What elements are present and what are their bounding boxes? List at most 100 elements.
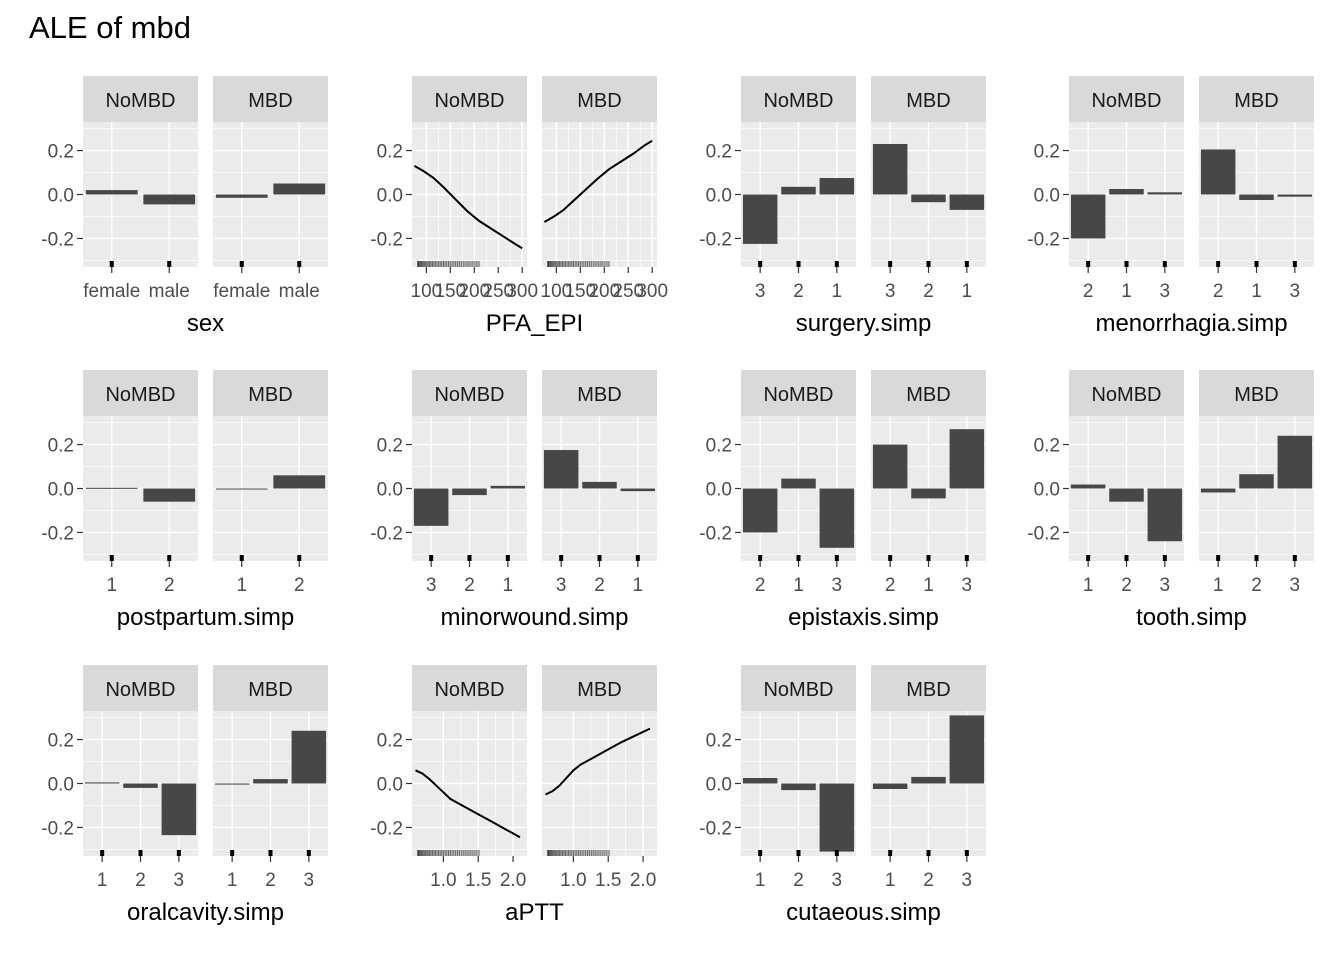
y-tick-label: 0.0 xyxy=(706,775,732,796)
facet-strip-label: MBD xyxy=(577,90,621,112)
bar-nombd-2 xyxy=(781,186,816,195)
bar-mbd-1 xyxy=(215,488,268,490)
facet-strip xyxy=(871,76,986,122)
subplot-epistaxis-simp: -0.2 0.0 0.2 NoMBD 2 1 3 MBD 2 1 3 epistaxis.simp xyxy=(699,370,986,631)
facet-strip-label: NoMBD xyxy=(1091,384,1161,406)
facet-strip-label: NoMBD xyxy=(763,384,833,406)
y-tick-label: 0.2 xyxy=(1034,436,1060,457)
bar-nombd-3 xyxy=(1147,192,1183,195)
facet-strip xyxy=(83,665,198,711)
y-tick-label: 0.2 xyxy=(706,142,732,163)
bar-mbd-2 xyxy=(872,444,908,489)
x-tick-label: 250 xyxy=(612,281,644,302)
bar-nombd-1 xyxy=(490,485,526,489)
facet-strip xyxy=(542,665,657,711)
facet-strip xyxy=(213,76,328,122)
x-axis-title: aPTT xyxy=(505,899,564,926)
x-tick-label: 1 xyxy=(832,281,843,302)
x-axis-title: cutaeous.simp xyxy=(786,899,941,926)
y-tick-label: 0.2 xyxy=(48,436,74,457)
bar-mbd-1 xyxy=(1239,194,1274,200)
facet-strip-label: MBD xyxy=(906,679,950,701)
y-tick-label: -0.2 xyxy=(699,818,732,839)
subplot-pfa-epi: -0.20.00.2NoMBD100150200250300MBD1001502… xyxy=(370,76,668,337)
y-tick-label: 0.2 xyxy=(48,731,74,752)
x-axis-title: sex xyxy=(187,310,224,337)
bar-mbd-1 xyxy=(214,783,250,785)
facet-strip xyxy=(412,665,527,711)
subplot-oralcavity-simp: -0.2 0.0 0.2 NoMBD 1 2 3 MBD 1 2 3 oralcavity.simp xyxy=(41,665,328,926)
x-tick-label: 3 xyxy=(962,870,973,891)
y-tick-label: 0.2 xyxy=(706,436,732,457)
facet-strip-label: MBD xyxy=(1234,384,1278,406)
x-tick-label: 300 xyxy=(506,281,538,302)
x-tick-label: 150 xyxy=(564,281,596,302)
plot-grid: -0.2 0.0 0.2 NoMBD female male MBD female male se… xyxy=(41,76,1314,926)
bar-mbd-2 xyxy=(911,194,946,203)
x-tick-label: 200 xyxy=(588,281,620,302)
bar-mbd-3 xyxy=(949,429,985,489)
y-tick-label: 0.2 xyxy=(377,436,403,457)
bar-nombd-1 xyxy=(1109,189,1144,195)
figure-title: ALE of mbd xyxy=(29,10,191,45)
y-tick-label: 0.0 xyxy=(706,186,732,207)
x-axis-title: minorwound.simp xyxy=(440,604,628,631)
bar-nombd-3 xyxy=(1147,488,1183,542)
y-tick-label: 0.0 xyxy=(377,186,403,207)
x-tick-label: 3 xyxy=(832,575,843,596)
bar-mbd-3 xyxy=(1277,194,1313,197)
facet-strip-label: MBD xyxy=(248,679,292,701)
bar-nombd-2 xyxy=(1070,194,1106,239)
x-axis-title: postpartum.simp xyxy=(117,604,294,631)
subplot-surgery-simp: -0.2 0.0 0.2 NoMBD 3 2 1 MBD 3 2 1 surgery.simp xyxy=(699,76,986,337)
bar-nombd-2 xyxy=(143,488,196,502)
bar-mbd-2 xyxy=(582,481,617,489)
x-tick-label: 200 xyxy=(458,281,490,302)
x-tick-label: 2.0 xyxy=(500,870,526,891)
x-tick-label: 1 xyxy=(106,575,117,596)
bar-nombd-3 xyxy=(161,783,197,836)
x-tick-label: 3 xyxy=(755,281,766,302)
x-tick-label: 3 xyxy=(1160,575,1171,596)
y-tick-label: 0.2 xyxy=(377,142,403,163)
y-tick-label: 0.0 xyxy=(1034,186,1060,207)
y-tick-label: 0.2 xyxy=(377,731,403,752)
subplot-sex: -0.2 0.0 0.2 NoMBD female male MBD female male se… xyxy=(41,76,328,337)
bar-nombd-3 xyxy=(819,488,855,548)
x-tick-label: 2 xyxy=(885,575,896,596)
x-tick-label: 1 xyxy=(227,870,238,891)
bar-mbd-3 xyxy=(949,715,985,784)
x-tick-label: 3 xyxy=(1290,281,1301,302)
facet-strip-label: NoMBD xyxy=(1091,90,1161,112)
x-tick-label: 3 xyxy=(304,870,315,891)
facet-strip xyxy=(741,665,856,711)
facet-strip xyxy=(1199,76,1314,122)
y-tick-label: -0.2 xyxy=(370,818,403,839)
x-tick-label: 2 xyxy=(793,870,804,891)
x-tick-label: 2 xyxy=(294,575,305,596)
x-tick-label: 1.0 xyxy=(560,870,586,891)
x-tick-label: 1.0 xyxy=(430,870,456,891)
y-tick-label: 0.2 xyxy=(48,142,74,163)
y-tick-label: 0.2 xyxy=(706,731,732,752)
facet-strip-label: MBD xyxy=(248,90,292,112)
facet-strip xyxy=(213,370,328,416)
facet-strip-label: NoMBD xyxy=(105,90,175,112)
bar-nombd-1 xyxy=(819,178,855,195)
y-tick-label: 0.2 xyxy=(1034,142,1060,163)
x-tick-label: female xyxy=(83,281,140,302)
ale-line-mbd xyxy=(545,727,651,796)
x-axis-title: tooth.simp xyxy=(1136,604,1247,631)
facet-strip xyxy=(871,370,986,416)
bar-nombd-2 xyxy=(1109,488,1144,502)
bar-mbd-female xyxy=(215,194,268,198)
bar-mbd-2 xyxy=(253,779,288,784)
y-tick-label: 0.0 xyxy=(377,480,403,501)
bar-nombd-2 xyxy=(452,488,487,496)
x-tick-label: 2 xyxy=(135,870,146,891)
bar-nombd-1 xyxy=(85,487,138,489)
x-tick-label: male xyxy=(279,281,320,302)
